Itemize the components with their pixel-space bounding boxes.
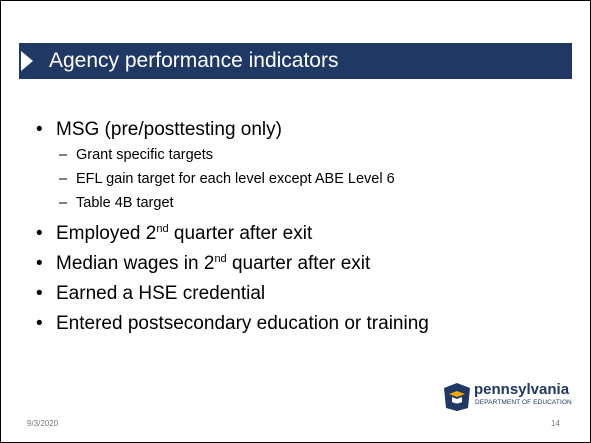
sub-bullet-item: – Table 4B target — [59, 195, 174, 211]
bullet-text-main: MSG (pre/posttesting only) — [56, 119, 282, 140]
bullet-marker: • — [36, 223, 43, 244]
superscript: nd — [156, 223, 169, 235]
bullet-text: Earned a HSE credential — [56, 283, 265, 305]
bullet-text: Entered postsecondary education or train… — [56, 313, 429, 335]
bullet-marker: • — [36, 313, 43, 334]
sub-bullet-text: Table 4B target — [76, 195, 174, 211]
logo-name: pennsylvania — [474, 381, 570, 398]
sub-bullet-marker: – — [59, 147, 68, 163]
sub-bullet-text: EFL gain target for each level except AB… — [76, 171, 395, 187]
sub-bullet-text: Grant specific targets — [76, 147, 213, 163]
bullet-marker: • — [36, 253, 43, 274]
page-number: 14 — [551, 419, 560, 428]
sub-bullet-marker: – — [59, 195, 68, 211]
title-bar: Agency performance indicators — [19, 43, 572, 79]
logo-subtitle: DEPARTMENT OF EDUCATION — [475, 399, 572, 406]
bullet-marker: • — [36, 119, 43, 140]
sub-bullet-item: – EFL gain target for each level except A… — [59, 171, 395, 187]
superscript: nd — [214, 253, 227, 265]
footer-date: 9/3/2020 — [27, 419, 59, 428]
bullet-text: Median wages in 2nd quarter after exit — [56, 253, 370, 275]
sub-bullet-marker: – — [59, 171, 68, 187]
bullet-text-main: Entered postsecondary education or train… — [56, 313, 429, 334]
sub-bullet-item: – Grant specific targets — [59, 147, 213, 163]
bullet-text-main: Median wages in 2 — [56, 253, 215, 274]
slide-title: Agency performance indicators — [49, 49, 339, 72]
title-arrow — [21, 51, 33, 71]
bullet-text: MSG (pre/posttesting only) — [56, 119, 282, 141]
logo-icon — [444, 383, 470, 411]
bullet-text-rest: quarter after exit — [226, 253, 371, 274]
bullet-text-rest: quarter after exit — [168, 223, 313, 244]
bullet-marker: • — [36, 283, 43, 304]
bullet-text: Employed 2nd quarter after exit — [56, 223, 312, 245]
bullet-text-main: Earned a HSE credential — [56, 283, 266, 304]
bullet-text-main: Employed 2 — [56, 223, 157, 244]
